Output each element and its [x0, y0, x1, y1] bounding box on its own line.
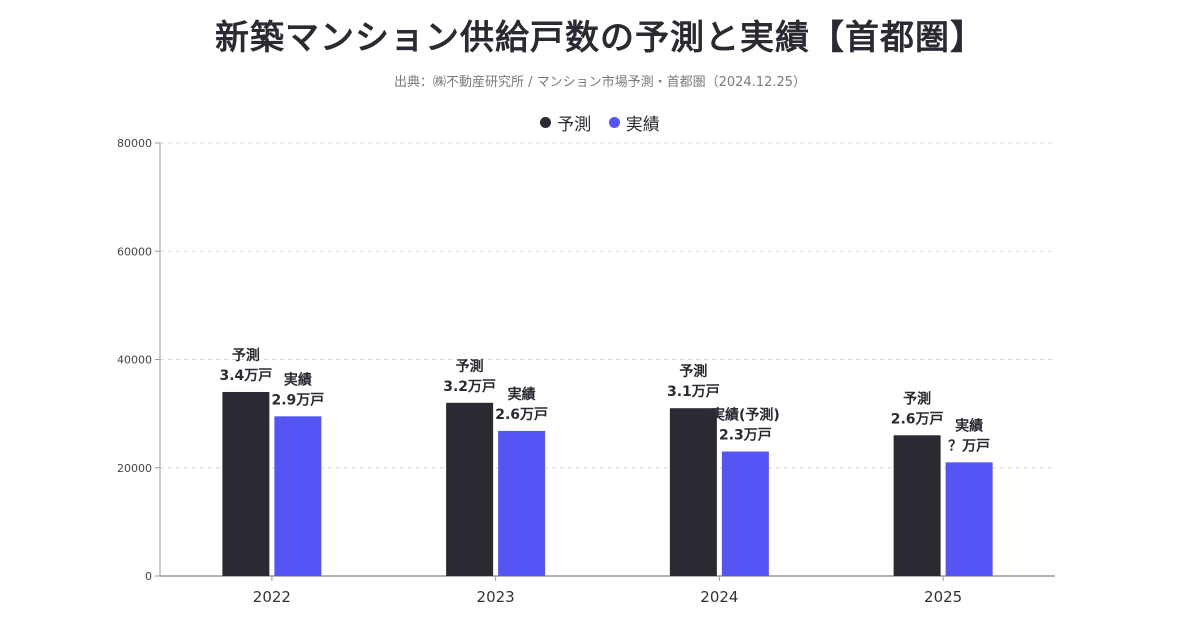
y-tick-label: 20000	[117, 462, 152, 475]
bar-forecast	[446, 402, 494, 576]
data-label-forecast-name: 予測	[456, 358, 484, 375]
data-label-actual-name: 実績	[284, 371, 312, 388]
data-label-actual-value: ？万戸	[948, 438, 990, 454]
data-label-actual-name: 実績(予測)	[711, 407, 780, 424]
bar-forecast	[669, 408, 717, 576]
legend-item-actual: 実績	[608, 110, 660, 135]
data-label-forecast-name: 予測	[903, 390, 931, 407]
bar-actual	[945, 462, 993, 576]
legend-swatch-actual	[608, 117, 620, 128]
data-label-forecast-value: 3.2万戸	[443, 379, 496, 395]
data-label-forecast-value: 2.6万戸	[891, 411, 944, 427]
y-tick-label: 60000	[117, 245, 152, 258]
y-tick-label: 80000	[117, 137, 152, 150]
data-label-actual-value: 2.9万戸	[271, 392, 324, 408]
bar-actual	[721, 451, 769, 576]
legend-label-actual: 実績	[625, 115, 660, 135]
data-label-actual-value: 2.6万戸	[495, 407, 548, 423]
bar-forecast	[222, 391, 270, 576]
data-label-actual-value: 2.3万戸	[719, 428, 772, 444]
bar-actual	[274, 416, 322, 576]
x-tick-label: 2023	[477, 588, 515, 606]
data-label-forecast-value: 3.4万戸	[219, 368, 272, 384]
legend: 予測 実績	[0, 110, 1200, 135]
x-tick-label: 2024	[700, 588, 738, 606]
data-label-forecast-name: 予測	[679, 363, 707, 380]
chart-title: 新築マンション供給戸数の予測と実績【首都圏】	[215, 18, 985, 58]
x-tick-label: 2025	[924, 588, 962, 606]
legend-swatch-forecast	[540, 117, 552, 128]
bar-actual	[498, 430, 546, 576]
data-label-forecast-value: 3.1万戸	[667, 384, 720, 400]
x-tick-label: 2022	[253, 588, 291, 606]
y-tick-label: 40000	[117, 354, 152, 367]
data-label-forecast-name: 予測	[232, 347, 260, 364]
data-label-actual-name: 実績	[955, 417, 983, 434]
bar-forecast	[893, 435, 941, 576]
chart-source: 出典：㈱不動産研究所 / マンション市場予測・首都圏（2024.12.25）	[393, 75, 807, 90]
legend-item-forecast: 予測	[540, 110, 591, 135]
legend-label-forecast: 予測	[557, 115, 592, 135]
data-label-actual-name: 実績	[508, 386, 536, 403]
y-tick-label: 0	[145, 570, 152, 583]
